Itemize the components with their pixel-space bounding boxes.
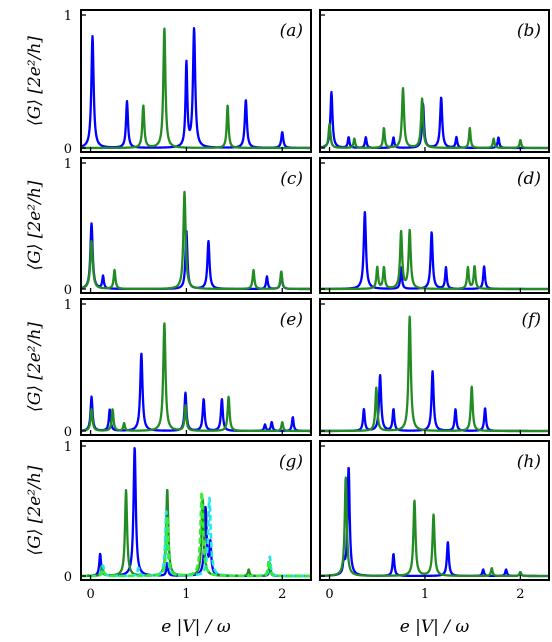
panel-b: (b): [319, 9, 550, 153]
y-tick-label: 0: [64, 283, 72, 298]
series-blue-line: [320, 370, 549, 433]
panel-c: 0 1 (c) ⟨G⟩ [2e²/h]: [25, 157, 312, 298]
panel-g: 0 1 2 0 1 (g) ⟨G⟩ [2e²/h]: [25, 440, 312, 602]
axes-frame: [80, 298, 312, 436]
series-lime-line: [81, 491, 311, 578]
panel-label: (d): [517, 169, 541, 189]
panel-h: 0 1 2 (h): [319, 440, 550, 602]
axes-frame: [80, 440, 312, 581]
series-green-line: [320, 86, 549, 150]
panel-label: (h): [517, 452, 541, 472]
y-axis-label: ⟨G⟩ [2e²/h]: [25, 180, 45, 270]
y-tick-label: 0: [64, 570, 72, 585]
series-blue-line: [81, 27, 311, 150]
y-tick-label: 1: [64, 298, 72, 313]
x-tick-label: 0: [86, 587, 94, 602]
y-tick-label: 0: [64, 425, 72, 440]
y-tick-label: 1: [64, 9, 72, 24]
series-green-line: [81, 190, 311, 291]
panel-label: (c): [280, 169, 303, 189]
y-tick-label: 1: [64, 157, 72, 172]
panel-a: 0 1 (a) ⟨G⟩ [2e²/h]: [25, 9, 312, 157]
x-axis-label: e |V| / ω: [161, 617, 231, 637]
panel-label: (a): [280, 21, 303, 41]
panel-label: (f): [521, 310, 541, 330]
axes-frame: [319, 298, 550, 436]
series-green-line: [320, 228, 549, 291]
x-tick-label: 2: [278, 587, 286, 602]
x-axis-label: e |V| / ω: [400, 617, 470, 637]
x-tick-label: 1: [182, 587, 190, 602]
series-green-line: [81, 27, 311, 150]
series-blue-line: [81, 446, 311, 578]
series-green-line: [320, 315, 549, 433]
panel-d: (d): [319, 157, 550, 294]
y-tick-label: 0: [64, 142, 72, 157]
y-axis-label: ⟨G⟩ [2e²/h]: [25, 465, 45, 555]
series-cyan-line: [81, 496, 311, 578]
series-blue-line: [81, 352, 311, 433]
x-tick-label: 2: [516, 587, 524, 602]
axes-frame: [80, 9, 312, 153]
series-green-line: [81, 488, 311, 578]
x-tick-label: 1: [421, 587, 429, 602]
series-blue-line: [320, 210, 549, 291]
panel-label: (b): [517, 21, 541, 41]
x-tick-label: 0: [325, 587, 333, 602]
y-tick-label: 1: [64, 440, 72, 455]
series-green-line: [81, 322, 311, 433]
axes-frame: [319, 157, 550, 294]
axes-frame: [319, 440, 550, 581]
series-green-line: [320, 476, 549, 578]
y-axis-label: ⟨G⟩ [2e²/h]: [25, 36, 45, 126]
axes-frame: [80, 157, 312, 294]
panel-label: (g): [279, 452, 303, 472]
axes-frame: [319, 9, 550, 153]
panel-f: (f): [319, 298, 550, 436]
panel-label: (e): [280, 310, 303, 330]
y-axis-label: ⟨G⟩ [2e²/h]: [25, 322, 45, 412]
panel-e: 0 1 (e) ⟨G⟩ [2e²/h]: [25, 298, 312, 440]
